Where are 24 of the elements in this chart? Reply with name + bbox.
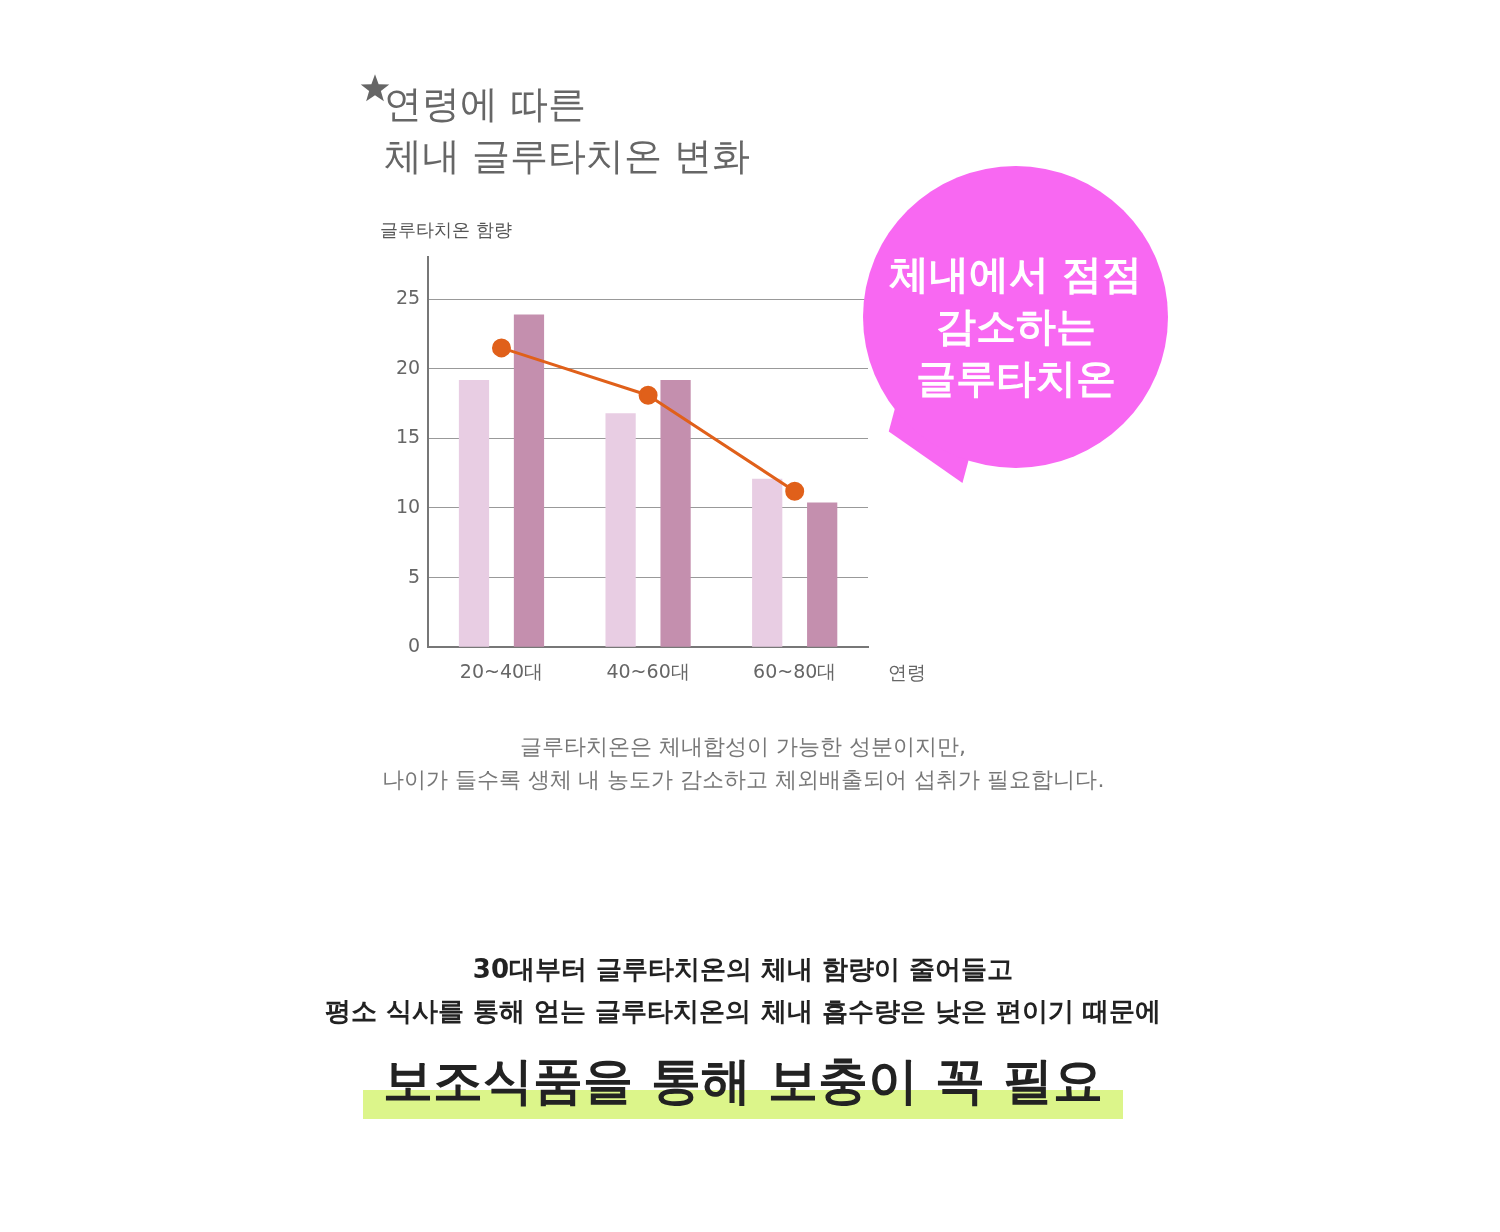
bar <box>807 502 838 647</box>
x-axis-title: 연령 <box>888 660 926 685</box>
y-tick-label: 15 <box>395 425 421 448</box>
y-tick-label: 10 <box>395 494 421 517</box>
point <box>638 385 658 405</box>
chart-title: 연령에 따른 체내 글루타치온 변화 <box>384 81 751 180</box>
x-tick-label: 40~60대 <box>606 659 690 682</box>
x-tick-label: 20~40대 <box>459 659 544 682</box>
y-tick-label: 25 <box>395 286 421 309</box>
y-axis-title: 글루타치온 함량 <box>380 218 512 242</box>
bar <box>752 478 783 647</box>
text: 보조식품을 통해 보충이 꼭 필요 <box>363 1043 1123 1119</box>
bar <box>660 379 691 647</box>
point <box>491 338 511 358</box>
y-tick-label: 20 <box>395 355 421 378</box>
text: 글루타치온은 체내합성이 가능한 성분이지만, 나이가 들수록 생체 내 농도가 감소하고 체외배출되어 섭취가 필요합니다. <box>380 733 1106 794</box>
y-tick-label: 0 <box>408 634 421 657</box>
bar <box>513 314 545 647</box>
x-tick-label: 60~80대 <box>753 659 837 682</box>
bar <box>605 413 636 647</box>
point <box>785 481 805 501</box>
y-tick-label: 5 <box>408 564 421 587</box>
bar <box>458 379 490 647</box>
text: 30대부터 글루타치온의 체내 함량이 줄어들고 평소 식사를 통해 얻는 글루타치온의 체내 흡수량은 낮은 편이기 때문에 <box>324 953 1162 1028</box>
